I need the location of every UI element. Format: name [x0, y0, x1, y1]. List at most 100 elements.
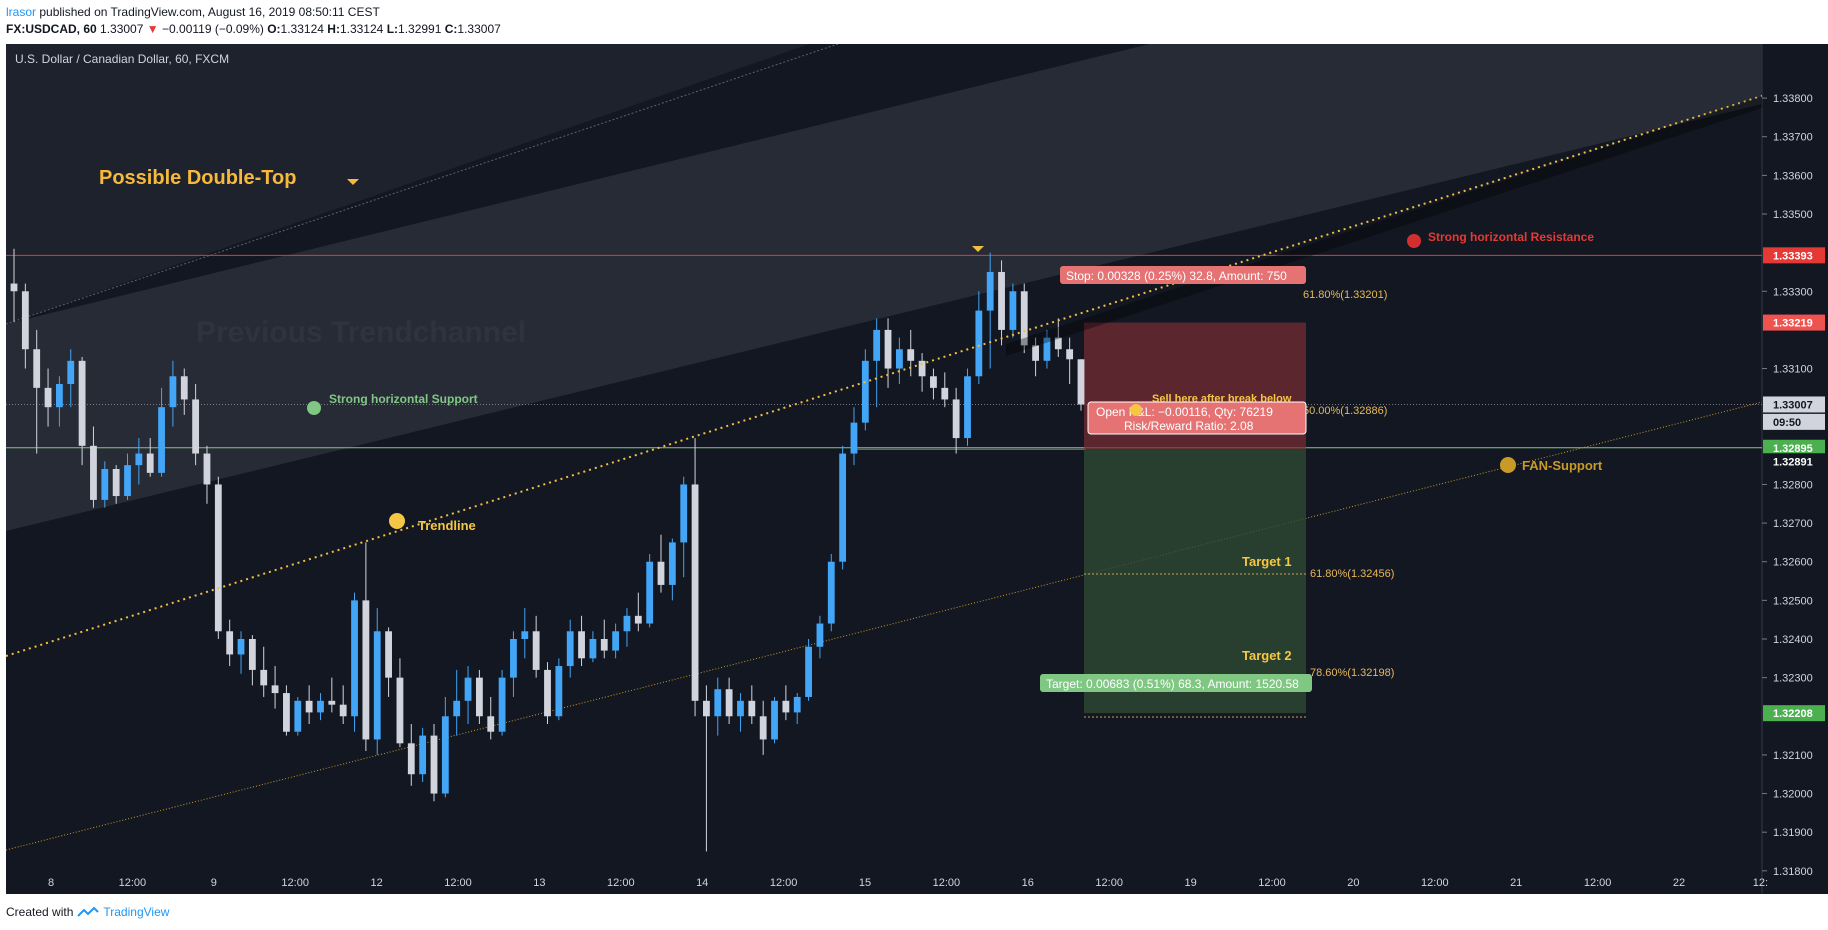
candle-body: [964, 376, 971, 439]
y-tick-label: 1.32500: [1773, 595, 1813, 607]
candle-body: [33, 349, 41, 388]
low-label: L:: [386, 22, 399, 36]
double-top-dropdown-icon: [347, 179, 359, 185]
previous-channel-upper-fill: [6, 34, 838, 324]
candle-body: [328, 700, 336, 705]
candle-body: [203, 453, 211, 485]
candle-body: [260, 669, 268, 686]
previous-trendchannel-label: Previous Trendchannel: [196, 316, 526, 349]
candle-body: [464, 677, 472, 701]
tradingview-link[interactable]: TradingView: [103, 905, 170, 919]
sell-note-label: Sell here after break below: [1152, 393, 1292, 405]
x-tick-label: 19: [1184, 877, 1196, 889]
low-value: 1.32991: [398, 22, 442, 36]
candle-body: [441, 716, 449, 794]
candle-body: [998, 271, 1005, 330]
price-label: 1.32891: [1773, 456, 1813, 468]
y-tick-label: 1.32100: [1773, 750, 1813, 762]
double-top-marker-icon: [972, 246, 984, 252]
candle-body: [169, 376, 177, 408]
support-label: Strong horizontal Support: [329, 392, 478, 406]
candle-body: [623, 615, 631, 632]
target-zone: [1084, 449, 1306, 714]
candle-body: [600, 639, 608, 651]
author-link[interactable]: lrasor: [6, 5, 37, 19]
candle-body: [271, 685, 279, 694]
candle-body: [305, 700, 313, 713]
fan-support-dot-icon: [1500, 457, 1516, 473]
candle-body: [396, 677, 404, 744]
candle-body: [475, 677, 483, 717]
published-text: published on TradingView.com, August 16,…: [39, 5, 380, 19]
x-tick-label: 12:00: [1095, 877, 1123, 889]
y-tick-label: 1.33800: [1773, 93, 1813, 105]
candle-body: [430, 735, 438, 794]
chart-svg[interactable]: Previous Trendchannel Possible Double-To…: [5, 0, 1828, 895]
price-label: 1.33219: [1773, 318, 1813, 330]
candle-body: [691, 484, 699, 701]
candle-body: [135, 453, 143, 466]
candle-body: [385, 631, 392, 678]
candle-body: [1066, 349, 1074, 360]
candle-body: [1032, 345, 1040, 361]
target1-label: Target 1: [1242, 554, 1292, 569]
candle-body: [725, 689, 733, 717]
y-tick-label: 1.32000: [1773, 789, 1813, 801]
y-tick-label: 1.32700: [1773, 518, 1813, 530]
x-tick-label: 21: [1510, 877, 1522, 889]
x-tick-label: 12: [370, 877, 382, 889]
created-with-text: Created with: [6, 905, 74, 919]
candle-body: [317, 700, 324, 713]
candle-body: [351, 600, 358, 717]
resistance-dot-icon: [1407, 234, 1421, 248]
entry-box: [1087, 401, 1307, 435]
y-tick-label: 1.31800: [1773, 866, 1813, 878]
change: −0.00119 (−0.09%): [162, 22, 264, 36]
price-label-bg: [1763, 439, 1825, 456]
fib-618-bottom-label: 61.80%(1.32456): [1310, 568, 1394, 580]
candle-body: [589, 639, 597, 659]
x-tick-label: 12:00: [281, 877, 309, 889]
x-tick-label: 12:00: [1584, 877, 1612, 889]
symbol: FX:USDCAD, 60: [6, 22, 97, 36]
x-tick-label: 12:00: [1421, 877, 1449, 889]
y-tick-label: 1.33100: [1773, 364, 1813, 376]
candle-body: [510, 639, 517, 678]
candle-body: [373, 631, 381, 740]
candle-body: [498, 677, 506, 732]
candle-body: [407, 743, 415, 775]
sell-dot-icon: [1130, 404, 1142, 416]
footer: Created with TradingView: [6, 905, 169, 919]
trendline-shadow: [1006, 96, 1762, 356]
candle-body: [237, 639, 245, 655]
candle-body: [1054, 337, 1062, 350]
candle-body: [646, 561, 654, 624]
candle-body: [339, 704, 347, 717]
candle-body: [1043, 337, 1051, 361]
y-tick-label: 1.32400: [1773, 634, 1813, 646]
candle-body: [101, 469, 109, 500]
x-tick-label: 12:00: [607, 877, 635, 889]
candle-body: [67, 360, 75, 384]
y-tick-label: 1.32800: [1773, 479, 1813, 491]
candle-body: [782, 700, 790, 713]
candle-body: [544, 669, 551, 717]
candle-body: [44, 387, 52, 408]
rising-trendline: [5, 95, 1763, 657]
candle-body: [827, 561, 835, 624]
x-tick-label: 8: [48, 877, 54, 889]
close-label: C:: [444, 22, 458, 36]
candle-body: [112, 469, 120, 497]
candle-body: [521, 631, 529, 639]
candle-body: [668, 542, 676, 585]
target-box-text: Target: 0.00683 (0.51%) 68.3, Amount: 15…: [1046, 677, 1299, 691]
stop-box: [1060, 266, 1306, 284]
x-tick-label: 16: [1022, 877, 1034, 889]
previous-channel-fill: [6, 0, 1762, 531]
price-label: 1.33007: [1773, 399, 1813, 411]
chart-container[interactable]: Previous Trendchannel Possible Double-To…: [5, 0, 1828, 895]
target-box: [1040, 674, 1312, 692]
candle-body: [884, 329, 892, 369]
candle-body: [55, 384, 63, 408]
candle-body: [283, 693, 290, 732]
